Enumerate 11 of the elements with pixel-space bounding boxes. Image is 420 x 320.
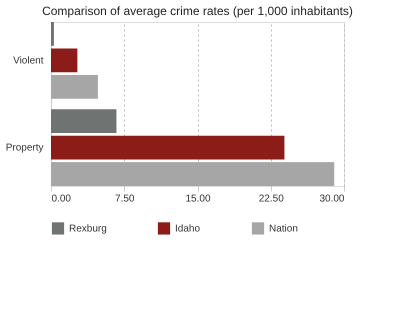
legend-label: Rexburg (69, 223, 107, 234)
legend-label: Idaho (175, 223, 200, 234)
y-tick-label: Property (6, 142, 44, 154)
x-tick-label: 30.00 (319, 194, 345, 204)
chart-title: Comparison of average crime rates (per 1,000 inhabitants) (42, 4, 353, 18)
legend-label: Nation (269, 223, 298, 234)
x-tick-label: 15.00 (185, 194, 211, 204)
y-tick-label: Violent (13, 55, 44, 66)
x-tick-label: 22.50 (258, 194, 284, 204)
x-tick-label: 0.00 (52, 194, 72, 204)
x-tick-label: 7.50 (115, 194, 135, 204)
